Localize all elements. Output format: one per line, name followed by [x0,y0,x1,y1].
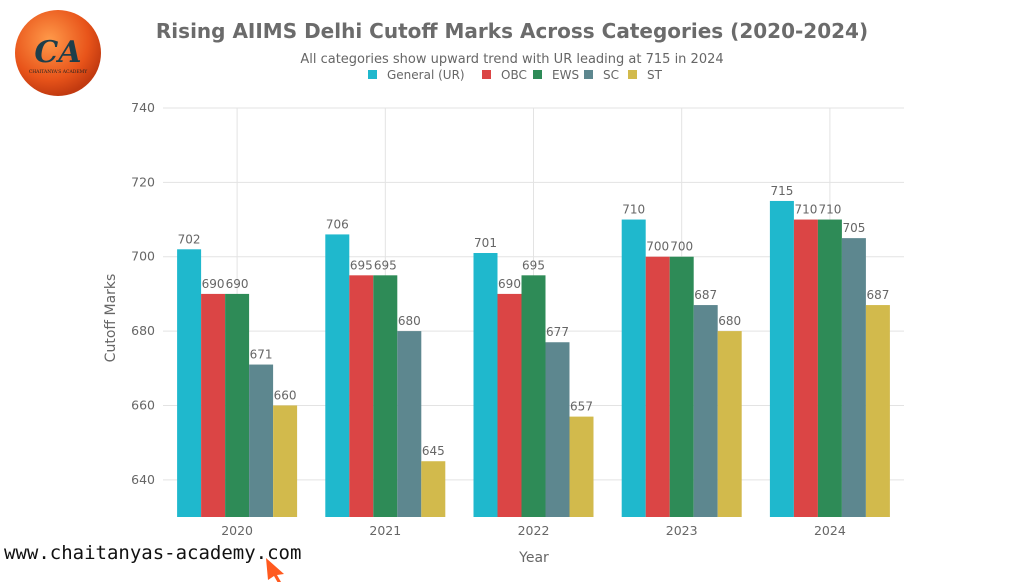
bar [373,275,398,517]
data-label: 687 [694,288,717,302]
data-label: 700 [646,240,669,254]
chart-subtitle: All categories show upward trend with UR… [300,52,723,67]
bar [645,256,670,517]
svg-text:CA: CA [34,35,81,70]
bar [249,364,274,517]
x-tick-label: 2023 [666,523,698,538]
data-label: 680 [398,314,421,328]
y-axis-title: Cutoff Marks [103,274,119,363]
x-tick-label: 2021 [369,523,401,538]
bar [273,405,298,517]
data-label: 677 [546,325,569,339]
data-label: 645 [422,444,445,458]
x-tick-label: 2022 [518,523,550,538]
legend-label: ST [647,68,663,82]
legend-swatch [628,70,637,79]
data-label: 710 [794,203,817,217]
bar [817,219,842,517]
watermark: www.chaitanyas-academy.com [4,542,302,564]
legend-swatch [533,70,542,79]
bar [569,416,594,517]
y-tick-label: 640 [131,472,155,487]
bar [841,238,866,518]
data-label: 702 [178,232,201,246]
x-tick-label: 2020 [221,523,253,538]
legend-label: EWS [552,68,579,82]
data-label: 690 [226,277,249,291]
legend-swatch [584,70,593,79]
bar [793,219,818,517]
data-label: 710 [818,203,841,217]
data-label: 695 [350,258,373,272]
bar [397,331,422,517]
data-label: 687 [866,288,889,302]
data-label: 695 [374,258,397,272]
bar [669,256,694,517]
bar [717,331,742,517]
data-label: 701 [474,236,497,250]
bar [769,200,794,518]
data-label: 671 [250,348,273,362]
x-tick-label: 2024 [814,523,846,538]
bar [421,461,446,517]
bar [225,293,250,517]
legend-swatch [482,70,491,79]
bar [621,219,646,517]
bar [865,305,890,517]
y-tick-label: 660 [131,397,155,412]
bar [521,275,546,517]
bar [325,234,350,517]
data-label: 690 [498,277,521,291]
legend-label: General (UR) [387,68,465,82]
bar [497,293,522,517]
y-tick-label: 740 [131,100,155,115]
data-label: 706 [326,217,349,231]
data-label: 660 [274,388,297,402]
data-label: 657 [570,400,593,414]
y-tick-label: 700 [131,249,155,264]
x-axis-title: Year [518,550,549,566]
legend-swatch [368,70,377,79]
chart-title: Rising AIIMS Delhi Cutoff Marks Across C… [156,19,868,43]
data-label: 695 [522,258,545,272]
bar [693,305,718,517]
y-tick-label: 720 [131,174,155,189]
legend-label: SC [603,68,619,82]
cursor-icon [266,558,284,582]
logo: CA CHAITANYA'S ACADEMY [15,10,101,96]
bar [349,275,374,517]
legend-label: OBC [501,68,527,82]
bar [473,253,498,517]
data-label: 680 [718,314,741,328]
y-tick-label: 680 [131,323,155,338]
svg-text:CHAITANYA'S ACADEMY: CHAITANYA'S ACADEMY [29,69,88,75]
legend: General (UR) OBC EWS SC ST [368,68,663,82]
bar [545,342,570,517]
data-label: 710 [622,203,645,217]
data-label: 700 [670,240,693,254]
bar [201,293,226,517]
bar [177,249,202,518]
data-label: 715 [770,184,793,198]
data-label: 705 [842,221,865,235]
data-label: 690 [202,277,225,291]
